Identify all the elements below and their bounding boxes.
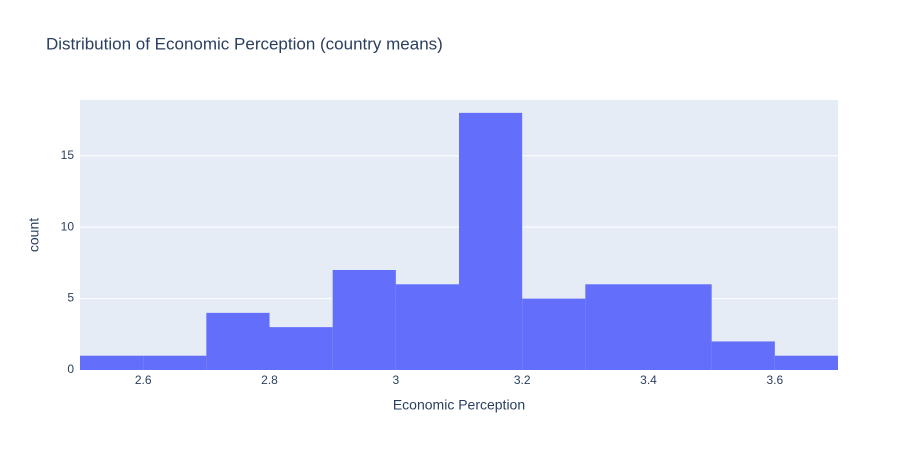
bar [711,341,775,370]
x-tick-label: 2.8 [261,373,278,387]
bar [774,355,838,370]
x-tick-label: 3.6 [766,373,783,387]
bar [648,284,712,370]
bar [395,284,459,370]
x-tick-label: 3.4 [640,373,657,387]
bar [332,270,396,370]
bar [80,355,144,370]
bar [522,298,586,370]
x-tick-label: 2.6 [135,373,152,387]
x-axis-label: Economic Perception [393,397,525,413]
bar [143,355,207,370]
bar [269,327,333,370]
y-tick-label: 0 [67,362,74,376]
x-tick-label: 3.2 [514,373,531,387]
bar [459,112,523,370]
y-tick-label: 5 [67,291,74,305]
y-tick-label: 15 [61,148,75,162]
bar [585,284,649,370]
y-axis-label: count [26,218,42,252]
chart-title: Distribution of Economic Perception (cou… [46,34,443,53]
x-tick-label: 3 [392,373,399,387]
y-tick-label: 10 [61,219,75,233]
bar [206,312,270,370]
